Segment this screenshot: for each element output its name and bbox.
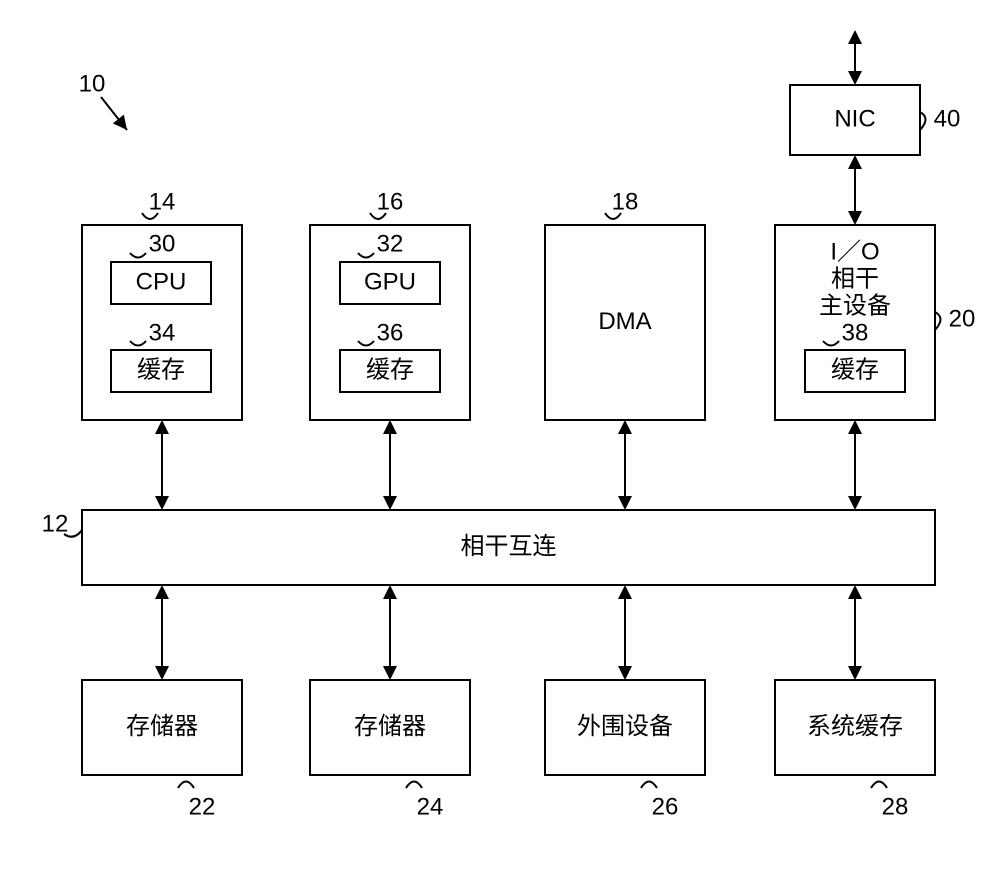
ref-30: 30 bbox=[149, 230, 176, 257]
connector-m18-ic bbox=[618, 420, 632, 510]
box-slave-24-label: 存储器 bbox=[354, 713, 426, 740]
ref-24: 24 bbox=[417, 793, 444, 820]
box-slave-26: 外围设备 bbox=[545, 680, 705, 775]
tick-ref-30 bbox=[130, 253, 146, 258]
tick-ref-26 bbox=[641, 782, 657, 789]
box-master-18-label: DMA bbox=[598, 308, 651, 335]
box-cache-36: 缓存 bbox=[340, 350, 440, 392]
ref-34: 34 bbox=[149, 319, 176, 346]
box-cache-38-label: 缓存 bbox=[831, 356, 879, 383]
box-slave-22-label: 存储器 bbox=[126, 713, 198, 740]
connector-ic-s22 bbox=[155, 585, 169, 680]
ref-16: 16 bbox=[377, 188, 404, 215]
ref-26: 26 bbox=[652, 793, 679, 820]
box-cpu-label: CPU bbox=[136, 268, 187, 295]
box-slave-26-label: 外围设备 bbox=[577, 713, 673, 740]
box-gpu: GPU bbox=[340, 262, 440, 304]
box-master-20-label: 主设备 bbox=[819, 292, 891, 319]
box-interconnect: 相干互连 bbox=[82, 510, 935, 585]
connector-ic-s26 bbox=[618, 585, 632, 680]
ref-28: 28 bbox=[882, 793, 909, 820]
ref-22: 22 bbox=[189, 793, 216, 820]
connector-ic-s28 bbox=[848, 585, 862, 680]
connector-ic-s24 bbox=[383, 585, 397, 680]
box-interconnect-label: 相干互连 bbox=[461, 533, 557, 560]
box-slave-28-label: 系统缓存 bbox=[807, 713, 903, 740]
box-slave-24: 存储器 bbox=[310, 680, 470, 775]
box-cache-36-label: 缓存 bbox=[366, 356, 414, 383]
ref-12: 12 bbox=[42, 510, 69, 537]
ref-38: 38 bbox=[842, 319, 869, 346]
ref-10: 10 bbox=[79, 70, 106, 97]
ref-10-arrow bbox=[101, 97, 127, 130]
tick-ref-32 bbox=[358, 253, 374, 258]
connector-nic-top bbox=[848, 30, 862, 85]
tick-ref-38 bbox=[823, 341, 839, 346]
box-cpu: CPU bbox=[111, 262, 211, 304]
box-cache-38: 缓存 bbox=[805, 350, 905, 392]
box-slave-22: 存储器 bbox=[82, 680, 242, 775]
connector-nic-m20 bbox=[848, 155, 862, 225]
box-cache-34: 缓存 bbox=[111, 350, 211, 392]
tick-ref-34 bbox=[130, 341, 146, 346]
box-cache-34-label: 缓存 bbox=[137, 356, 185, 383]
box-master-20-label: I／O bbox=[830, 238, 879, 265]
ref-20: 20 bbox=[949, 305, 976, 332]
connector-m14-ic bbox=[155, 420, 169, 510]
box-nic-label: NIC bbox=[834, 105, 875, 132]
block-diagram: NIC DMA I／O相干主设备 CPU GPU 缓存 缓存 缓存相干互连存储器 存储器 外围设备… bbox=[0, 0, 1000, 878]
ref-40: 40 bbox=[934, 105, 961, 132]
ref-14: 14 bbox=[149, 188, 176, 215]
box-nic: NIC bbox=[790, 85, 920, 155]
ref-32: 32 bbox=[377, 230, 404, 257]
tick-ref-28 bbox=[871, 782, 887, 789]
box-master-18: DMA bbox=[545, 225, 705, 420]
tick-ref-36 bbox=[358, 341, 374, 346]
connector-m20-ic bbox=[848, 420, 862, 510]
ref-18: 18 bbox=[612, 188, 639, 215]
box-slave-28: 系统缓存 bbox=[775, 680, 935, 775]
box-master-20-label: 相干 bbox=[831, 265, 879, 292]
ref-36: 36 bbox=[377, 319, 404, 346]
connector-m16-ic bbox=[383, 420, 397, 510]
tick-ref-24 bbox=[406, 782, 422, 789]
tick-ref-22 bbox=[178, 782, 194, 789]
box-gpu-label: GPU bbox=[364, 268, 416, 295]
